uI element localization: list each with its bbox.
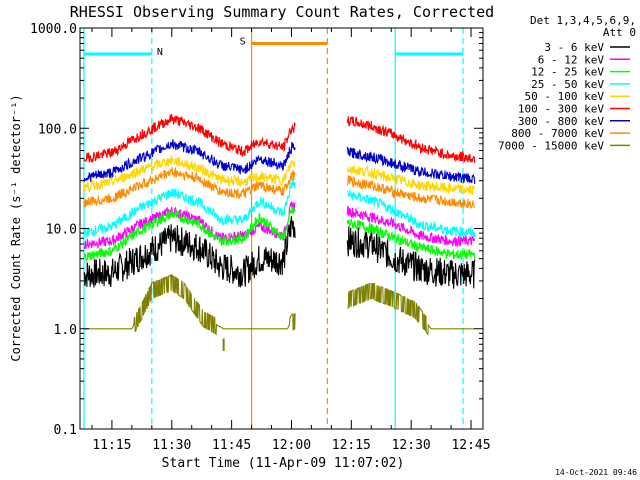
x-tick-label: 12:00: [272, 438, 311, 453]
series-line: [83, 114, 296, 164]
chart-title: RHESSI Observing Summary Count Rates, Co…: [70, 3, 494, 21]
x-tick-label: 11:30: [152, 438, 191, 453]
series-line: [346, 226, 476, 289]
x-axis: 11:15 11:30 11:45 12:00 12:15 12:30 12:45: [91, 28, 491, 453]
legend-label: 800 - 7000 keV: [511, 127, 604, 140]
series-line: [346, 218, 476, 261]
series-line: [346, 205, 476, 247]
series-line: [83, 155, 296, 193]
legend-header: Det 1,3,4,5,6,9,: [530, 14, 636, 27]
legend-label: 25 - 50 keV: [531, 78, 604, 91]
legend-label: 6 - 12 keV: [538, 53, 605, 66]
legend-label: 7000 - 15000 keV: [498, 139, 604, 152]
legend-header: Att 0: [603, 26, 636, 39]
series-line: [83, 139, 296, 183]
mode-label: N: [157, 47, 163, 58]
series-line: [83, 206, 296, 262]
y-tick-label: 10.0: [46, 223, 77, 238]
mode-label: S: [240, 37, 246, 48]
legend-label: 50 - 100 keV: [525, 90, 605, 103]
series-line: [83, 216, 296, 288]
x-axis-label: Start Time (11-Apr-09 11:07:02): [162, 456, 405, 471]
x-tick-label: 12:45: [451, 438, 490, 453]
series-line: [83, 166, 296, 208]
x-tick-label: 11:45: [212, 438, 251, 453]
y-tick-label: 100.0: [38, 122, 77, 137]
footer-timestamp: 14-Oct-2021 09:46: [555, 468, 637, 477]
y-tick-label: 0.1: [54, 423, 77, 438]
series-line: [83, 177, 296, 238]
y-tick-label: 1.0: [54, 323, 77, 338]
series-line: [346, 146, 476, 185]
x-tick-label: 12:15: [332, 438, 371, 453]
y-axis-label: Corrected Count Rate (s⁻¹ detector⁻¹): [9, 94, 23, 361]
series-line: [84, 274, 296, 336]
x-tick-label: 11:15: [92, 438, 131, 453]
series-line: [346, 175, 476, 209]
series-line: [83, 201, 296, 250]
series-line: [346, 165, 475, 196]
y-tick-label: 1000.0: [30, 22, 77, 37]
x-tick-label: 12:30: [392, 438, 431, 453]
y-axis: 0.1 1.0 10.0 100.0 1000.0: [30, 22, 483, 438]
series-line: [347, 282, 475, 336]
legend-label: 300 - 800 keV: [518, 115, 604, 128]
legend-label: 3 - 6 keV: [544, 41, 604, 54]
legend-label: 12 - 25 keV: [531, 66, 604, 79]
series-line: [346, 116, 476, 164]
legend-label: 100 - 300 keV: [518, 103, 604, 116]
series-layer: [83, 114, 476, 351]
series-line: [346, 189, 476, 239]
